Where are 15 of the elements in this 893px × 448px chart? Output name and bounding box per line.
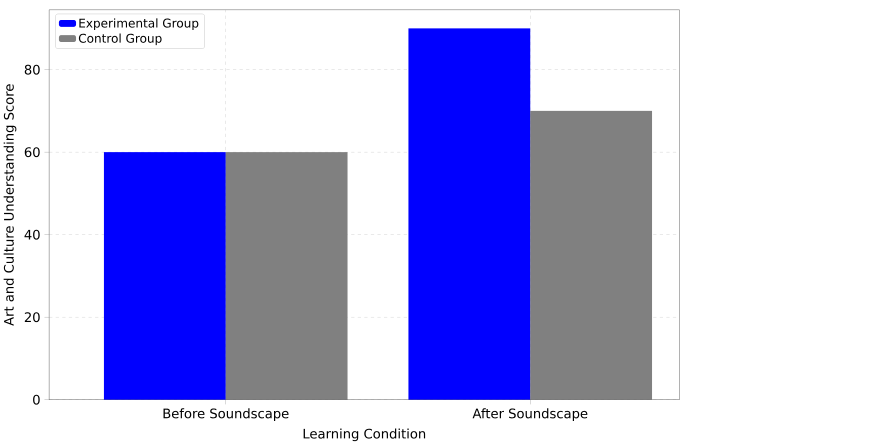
y-tick-label: 60 xyxy=(24,147,40,158)
x-tick-label: After Soundscape xyxy=(472,408,588,421)
x-axis-title: Learning Condition xyxy=(304,428,426,442)
y-tick-label: 20 xyxy=(24,312,40,322)
bar xyxy=(104,152,226,400)
legend-label: Experimental Group xyxy=(79,18,198,30)
bar xyxy=(226,152,348,400)
x-tick-label: Before Soundscape xyxy=(164,408,289,421)
bar xyxy=(530,110,652,400)
legend-label: Control Group xyxy=(78,33,162,46)
y-axis-title: Art and Culture Understanding Score xyxy=(4,84,16,326)
bar xyxy=(408,28,530,400)
y-tick-label: 0 xyxy=(33,394,40,405)
y-tick-label: 40 xyxy=(24,230,40,240)
y-tick-label: 80 xyxy=(24,64,40,75)
